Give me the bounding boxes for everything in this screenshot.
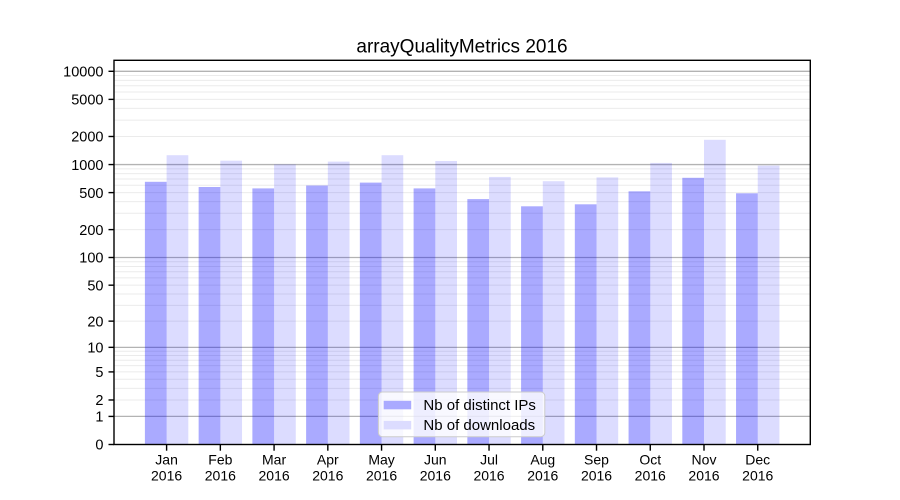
svg-text:2016: 2016	[420, 468, 451, 484]
svg-text:Dec: Dec	[745, 452, 770, 468]
svg-text:1000: 1000	[71, 158, 103, 174]
svg-text:50: 50	[87, 278, 103, 294]
svg-text:2016: 2016	[259, 468, 290, 484]
svg-text:2016: 2016	[688, 468, 719, 484]
svg-text:2016: 2016	[312, 468, 343, 484]
svg-text:100: 100	[79, 251, 103, 267]
svg-text:500: 500	[79, 186, 103, 202]
svg-text:2016: 2016	[581, 468, 612, 484]
svg-text:2016: 2016	[635, 468, 666, 484]
svg-text:10000: 10000	[63, 65, 103, 81]
svg-text:2016: 2016	[473, 468, 504, 484]
svg-text:200: 200	[79, 223, 103, 239]
svg-text:1: 1	[95, 410, 103, 426]
svg-text:0: 0	[95, 438, 103, 454]
svg-text:Feb: Feb	[208, 452, 232, 468]
svg-text:Mar: Mar	[262, 452, 286, 468]
svg-text:arrayQualityMetrics 2016: arrayQualityMetrics 2016	[356, 37, 567, 58]
svg-text:Nb of downloads: Nb of downloads	[423, 417, 535, 434]
svg-text:Nov: Nov	[692, 452, 717, 468]
svg-text:Jan: Jan	[155, 452, 178, 468]
svg-text:5: 5	[95, 365, 103, 381]
svg-text:Aug: Aug	[530, 452, 555, 468]
svg-text:Nb of distinct IPs: Nb of distinct IPs	[423, 397, 536, 414]
svg-text:Apr: Apr	[317, 452, 339, 468]
svg-text:2: 2	[95, 393, 103, 409]
svg-text:May: May	[368, 452, 394, 468]
svg-text:Sep: Sep	[584, 452, 609, 468]
svg-text:2016: 2016	[151, 468, 182, 484]
svg-text:2000: 2000	[71, 130, 103, 146]
svg-text:2016: 2016	[527, 468, 558, 484]
svg-text:10: 10	[87, 341, 103, 357]
svg-text:Oct: Oct	[639, 452, 661, 468]
svg-text:2016: 2016	[366, 468, 397, 484]
svg-text:2016: 2016	[205, 468, 236, 484]
svg-text:Jun: Jun	[424, 452, 447, 468]
svg-text:5000: 5000	[71, 93, 103, 109]
svg-text:2016: 2016	[742, 468, 773, 484]
svg-text:Jul: Jul	[480, 452, 498, 468]
svg-text:20: 20	[87, 314, 103, 330]
